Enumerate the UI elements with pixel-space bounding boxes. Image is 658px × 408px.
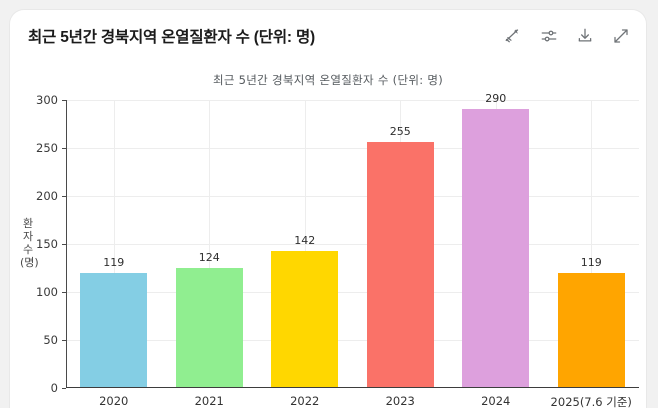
bar-value-label: 255: [389, 125, 411, 139]
y-tick-label: 250: [36, 141, 58, 155]
x-tick-label: 2020: [99, 394, 129, 408]
gridline: [66, 148, 639, 149]
y-tick-label: 50: [43, 333, 58, 347]
gridline: [305, 100, 306, 388]
bar[interactable]: 119 2020: [80, 256, 148, 408]
chart-card: 최근 5년간 경북지역 온열질환자 수 (단위: 명): [10, 10, 646, 408]
page-title: 최근 5년간 경북지역 온열질환자 수 (단위: 명): [28, 29, 315, 46]
download-icon[interactable]: [576, 27, 594, 45]
y-tick-label: 300: [36, 93, 58, 107]
insights-icon[interactable]: [504, 27, 522, 45]
gridline: [66, 340, 639, 341]
y-tick-label: 0: [50, 381, 58, 395]
chart-canvas: 최근 5년간 경북지역 온열질환자 수 (단위: 명) 0 50 100 150 200…: [10, 62, 646, 408]
gridline: [66, 196, 639, 197]
x-tick-label: 2022: [290, 394, 320, 408]
x-axis-spine: [66, 387, 639, 388]
y-tick-mark: [62, 388, 66, 389]
y-tick-label: 150: [36, 237, 58, 251]
bar[interactable]: 142 2022: [271, 234, 339, 408]
bar-value-label: 142: [294, 233, 316, 247]
card-header: 최근 5년간 경북지역 온열질환자 수 (단위: 명): [10, 10, 646, 62]
y-axis-spine: [66, 100, 67, 388]
y-tick-label: 100: [36, 285, 58, 299]
settings-sliders-icon[interactable]: [540, 27, 558, 45]
gridline: [591, 100, 592, 388]
plot-area: 0 50 100 150 200 250 300 환자 수 (명) 119 2020 124 20…: [20, 92, 639, 408]
y-tick-mark: [62, 340, 66, 341]
y-tick-mark: [62, 292, 66, 293]
bar[interactable]: 290 2024: [462, 92, 530, 408]
gridline: [66, 244, 639, 245]
x-tick-label: 2025(7.6 기준): [550, 395, 632, 408]
bar-value-label: 124: [198, 250, 220, 264]
x-tick-label: 2021: [194, 394, 224, 408]
bar-value-label: 119: [103, 255, 125, 269]
chart-subtitle: 최근 5년간 경북지역 온열질환자 수 (단위: 명): [212, 73, 444, 87]
gridline: [209, 100, 210, 388]
header-actions: [504, 27, 630, 45]
x-tick-label: 2023: [385, 394, 415, 408]
bar-value-label: 119: [580, 255, 602, 269]
bar-value-label: 290: [485, 91, 507, 105]
y-axis-title: 환자 수 (명): [20, 217, 39, 269]
y-tick-mark: [62, 244, 66, 245]
bar[interactable]: 255 2023: [366, 125, 434, 408]
bar[interactable]: 119 2025(7.6 기준): [551, 256, 632, 408]
expand-icon[interactable]: [612, 27, 630, 45]
y-tick-mark: [62, 100, 66, 101]
bar[interactable]: 124 2021: [175, 251, 243, 408]
y-tick-mark: [62, 148, 66, 149]
x-tick-label: 2024: [481, 394, 511, 408]
y-tick-label: 200: [36, 189, 58, 203]
gridline: [114, 100, 115, 388]
y-tick-mark: [62, 196, 66, 197]
gridline: [66, 292, 639, 293]
gridline: [66, 100, 639, 101]
